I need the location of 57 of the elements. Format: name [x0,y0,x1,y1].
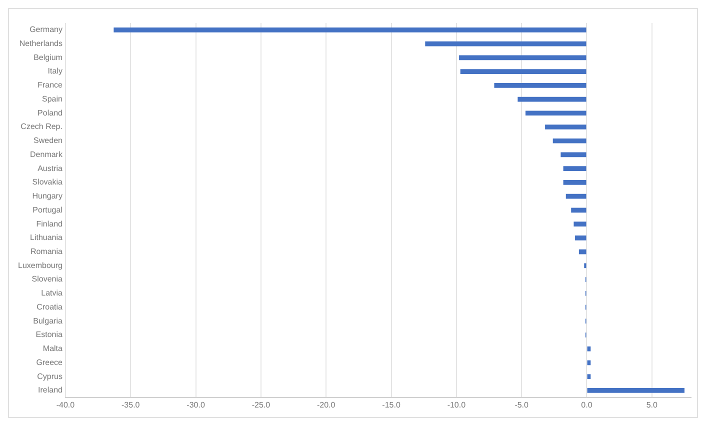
y-tick-label: France [38,80,64,90]
bar [587,388,684,393]
bar [571,208,586,213]
bar [545,124,586,130]
bar [587,346,591,352]
y-tick-label: Lithuania [30,233,64,242]
bar [460,69,586,74]
bar [566,194,586,199]
y-tick-label: Portugal [32,205,63,214]
x-tick-label: -5.0 [514,400,530,410]
y-tick-label: Croatia [36,302,64,312]
bar [587,374,591,380]
y-tick-label: Slovakia [32,178,64,187]
bar [574,222,586,226]
x-tick-label: -40.0 [56,400,76,410]
bar [563,166,586,172]
bar [587,360,591,366]
bar [494,82,586,88]
bar [459,55,586,60]
y-tick-label: Sweden [34,136,62,146]
y-tick-label: Romania [30,247,64,256]
bar [560,152,586,158]
x-tick-label: -15.0 [382,400,401,410]
y-tick-label: Cyprus [37,372,62,381]
y-tick-label: Ireland [38,386,62,395]
y-tick-label: Hungary [32,192,62,201]
x-tick-label: 0.0 [581,400,593,410]
x-tick-label: 5.0 [646,400,658,410]
y-tick-label: Italy [48,66,62,76]
y-tick-label: Slovenia [32,274,64,284]
x-tick-label: -30.0 [186,400,206,410]
y-tick-label: Malta [42,344,64,354]
bar [563,180,586,185]
x-tick-label: -20.0 [316,400,336,410]
bar [425,41,586,46]
bar [518,96,586,102]
x-tick-label: -25.0 [252,400,271,410]
bar [525,110,586,116]
y-tick-label: Bulgaria [33,316,64,326]
y-tick-label: Spain [42,94,62,104]
x-tick-label: -10.0 [447,400,466,410]
y-tick-label: Latvia [41,288,64,298]
y-tick-label: Estonia [36,330,64,340]
y-tick-label: Greece [36,358,64,367]
y-tick-label: Austria [38,164,64,173]
x-tick-label: -35.0 [122,400,140,410]
y-tick-label: Czech Rep. [20,122,62,132]
y-tick-label: Luxembourg [18,260,62,270]
y-tick-label: Denmark [30,150,64,159]
y-tick-label: Finland [36,219,62,228]
bar [575,236,586,240]
y-tick-label: Poland [38,108,62,118]
bar [114,28,586,32]
y-tick-label: Germany [30,25,62,34]
bar [552,138,586,144]
y-tick-label: Netherlands [19,39,62,48]
y-tick-label: Belgium [34,52,63,62]
